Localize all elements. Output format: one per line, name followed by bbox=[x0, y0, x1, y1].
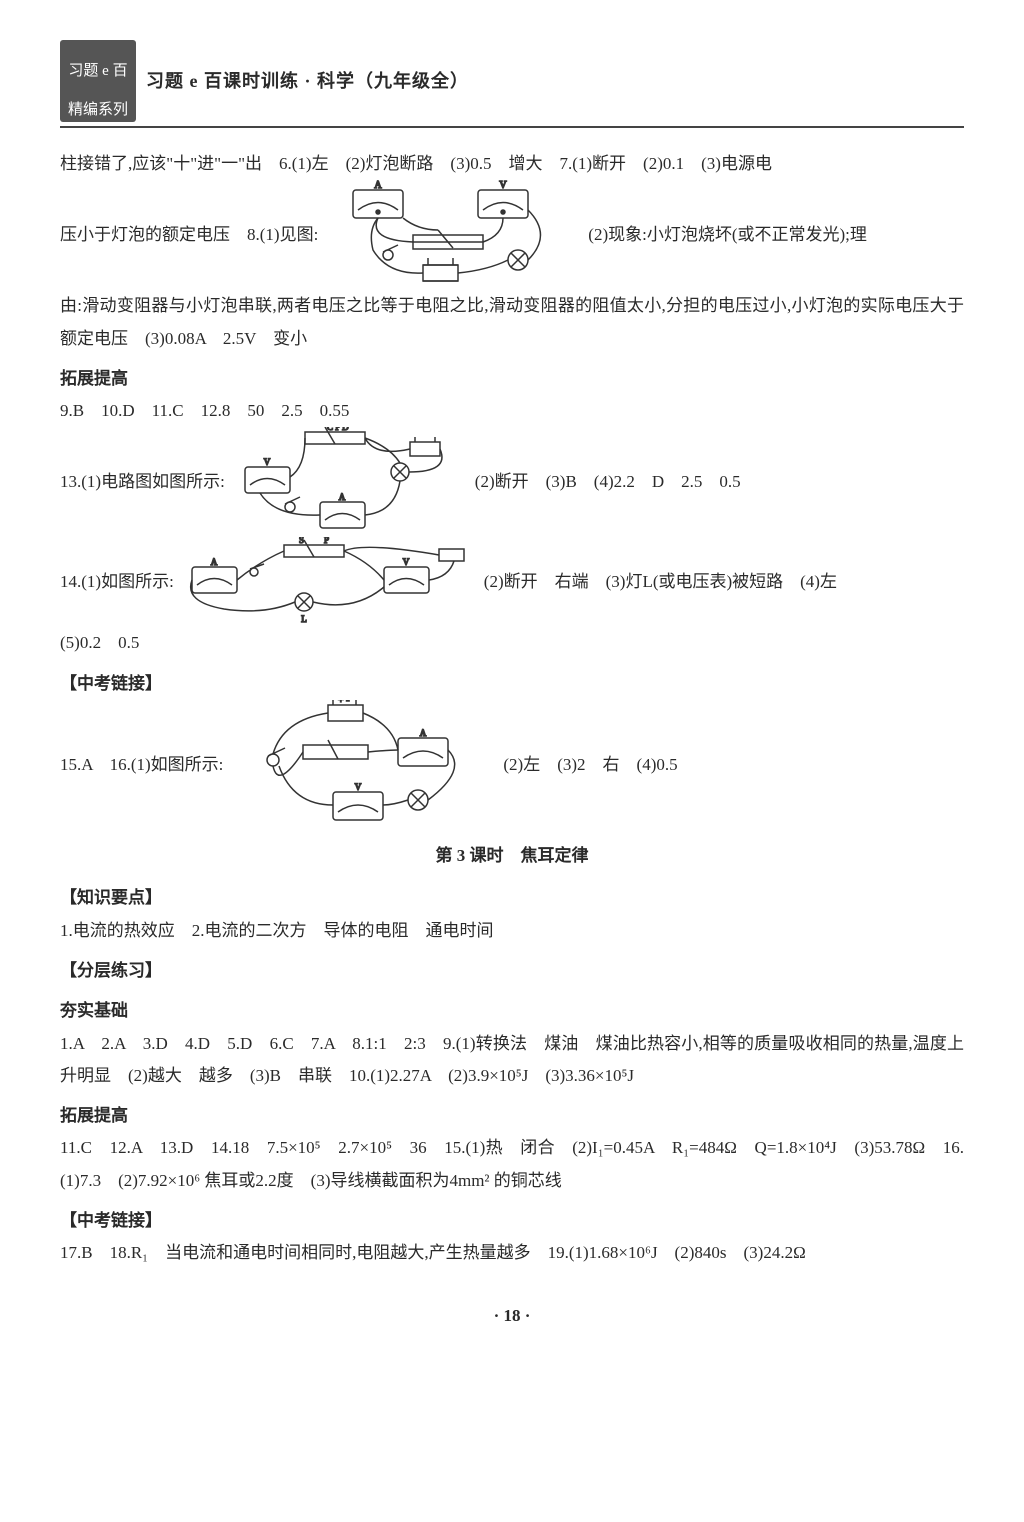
svg-text:A: A bbox=[375, 180, 383, 191]
svg-text:C P D: C P D bbox=[327, 427, 349, 432]
circuit-diagram-16: + - A V bbox=[233, 700, 493, 830]
circuit-diagram-8: A V bbox=[328, 180, 578, 290]
answer-line-9: 1.电流的热效应 2.电流的二次方 导体的电阻 通电时间 bbox=[60, 915, 964, 947]
answer-line-2-right: (2)现象:小灯泡烧坏(或不正常发光);理 bbox=[588, 219, 867, 251]
section-tuozhan-2: 拓展提高 bbox=[60, 1100, 964, 1132]
page-number: · 18 · bbox=[60, 1300, 964, 1332]
answer-line-8-left: 15.A 16.(1)如图所示: bbox=[60, 749, 223, 781]
svg-text:S: S bbox=[299, 537, 304, 545]
section-zhongkao-1: 【中考链接】 bbox=[60, 668, 964, 700]
answer-line-5-left: 13.(1)电路图如图所示: bbox=[60, 466, 225, 498]
svg-text:V: V bbox=[500, 180, 508, 191]
section-zhongkao-2: 【中考链接】 bbox=[60, 1205, 964, 1237]
svg-text:P: P bbox=[324, 537, 329, 545]
answer-line-8-row: 15.A 16.(1)如图所示: + - A V bbox=[60, 700, 964, 830]
svg-text:V: V bbox=[403, 557, 410, 567]
badge-line2: 精编系列 bbox=[68, 102, 128, 118]
badge-line1: 习题 e 百 bbox=[68, 63, 127, 79]
answer-line-3: 由:滑动变阻器与小灯泡串联,两者电压之比等于电阻之比,滑动变阻器的阻值太小,分担… bbox=[60, 290, 964, 355]
svg-text:A: A bbox=[339, 492, 346, 502]
lesson-3-title: 第 3 课时 焦耳定律 bbox=[60, 840, 964, 872]
answer-line-10: 1.A 2.A 3.D 4.D 5.D 6.C 7.A 8.1:1 2:3 9.… bbox=[60, 1028, 964, 1093]
answer-line-6-row: 14.(1)如图所示: A S P V L bbox=[60, 537, 964, 627]
series-badge: 习题 e 百 精编系列 bbox=[60, 40, 136, 122]
page-container: 习题 e 百 精编系列 习题 e 百课时训练 · 科学（九年级全） 柱接错了,应… bbox=[0, 0, 1024, 1522]
section-zhishi: 【知识要点】 bbox=[60, 882, 964, 914]
answer-line-5-right: (2)断开 (3)B (4)2.2 D 2.5 0.5 bbox=[475, 466, 741, 498]
svg-text:L: L bbox=[301, 614, 307, 624]
svg-text:+ -: + - bbox=[338, 700, 349, 706]
answer-line-6-left: 14.(1)如图所示: bbox=[60, 566, 174, 598]
circuit-diagram-13: C P D V A bbox=[235, 427, 465, 537]
answer-line-7: (5)0.2 0.5 bbox=[60, 627, 964, 659]
section-tuozhan-1: 拓展提高 bbox=[60, 363, 964, 395]
answer-line-8-right: (2)左 (3)2 右 (4)0.5 bbox=[503, 749, 677, 781]
section-kaoshi: 夯实基础 bbox=[60, 995, 964, 1027]
circuit-diagram-14: A S P V L bbox=[184, 537, 474, 627]
answer-line-2-row: 压小于灯泡的额定电压 8.(1)见图: A V bbox=[60, 180, 964, 290]
answer-line-6-right: (2)断开 右端 (3)灯L(或电压表)被短路 (4)左 bbox=[484, 566, 837, 598]
answer-line-2-left: 压小于灯泡的额定电压 8.(1)见图: bbox=[60, 219, 318, 251]
svg-text:A: A bbox=[211, 557, 218, 567]
section-fenceng: 【分层练习】 bbox=[60, 955, 964, 987]
answer-line-4: 9.B 10.D 11.C 12.8 50 2.5 0.55 bbox=[60, 395, 964, 427]
book-title: 习题 e 百课时训练 · 科学（九年级全） bbox=[146, 64, 469, 98]
answer-line-5-row: 13.(1)电路图如图所示: C P D V A bbox=[60, 427, 964, 537]
answer-line-1: 柱接错了,应该"十"进"一"出 6.(1)左 (2)灯泡断路 (3)0.5 增大… bbox=[60, 148, 964, 180]
answer-line-12: 17.B 18.R₁ 当电流和通电时间相同时,电阻越大,产生热量越多 19.(1… bbox=[60, 1237, 964, 1269]
answer-line-11: 11.C 12.A 13.D 14.18 7.5×10⁵ 2.7×10⁵ 36 … bbox=[60, 1132, 964, 1197]
svg-text:V: V bbox=[355, 782, 362, 792]
svg-text:A: A bbox=[420, 728, 427, 738]
page-header: 习题 e 百 精编系列 习题 e 百课时训练 · 科学（九年级全） bbox=[60, 40, 964, 128]
svg-text:V: V bbox=[264, 457, 271, 467]
